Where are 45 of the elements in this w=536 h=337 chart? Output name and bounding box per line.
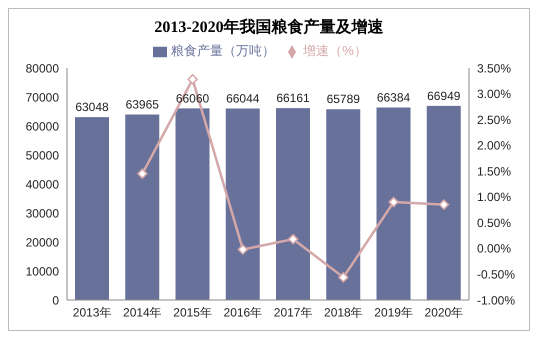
point — [137, 168, 148, 179]
point — [438, 199, 450, 210]
y-tick-label: 40000 — [26, 177, 60, 192]
y-tick-label: 70000 — [26, 90, 60, 104]
y-tick-label: 20000 — [26, 235, 60, 250]
x-tick-label: 2017年 — [274, 306, 312, 320]
data-label: 66384 — [376, 90, 411, 104]
y2-tick-label: 1.50% — [477, 164, 512, 178]
x-tick-label: 2020年 — [424, 306, 464, 320]
data-label: 66060 — [176, 91, 210, 106]
point — [187, 74, 198, 85]
data-label: 66044 — [226, 91, 260, 106]
y2-tick-label: 1.00% — [477, 190, 512, 204]
y-tick-label: 30000 — [26, 206, 60, 220]
y2-tick-label: 3.50% — [477, 61, 512, 76]
x-tick-label: 2018年 — [324, 306, 363, 320]
y2-tick-label: -1.00% — [477, 293, 516, 308]
x-tick-label: 2014年 — [123, 306, 162, 320]
x-tick-label: 2013年 — [72, 306, 112, 320]
y-tick-label: 60000 — [26, 119, 60, 134]
data-label: 63965 — [126, 98, 160, 112]
y2-tick-label: 0.00% — [477, 242, 512, 256]
point — [238, 244, 248, 255]
y-tick-label: 80000 — [26, 61, 60, 76]
y2-tick-label: -0.50% — [477, 267, 516, 282]
y2-tick-label: 0.50% — [477, 216, 512, 230]
y-tick-label: 10000 — [26, 264, 60, 278]
data-label: 66949 — [427, 88, 461, 103]
data-label: 63048 — [75, 100, 110, 114]
data-label: 66161 — [276, 91, 310, 106]
y2-tick-label: 3.00% — [477, 87, 512, 102]
x-tick-label: 2016年 — [224, 306, 262, 320]
legend-label: 增速（%） — [303, 43, 367, 58]
y2-tick-label: 2.50% — [477, 112, 512, 127]
y-tick-label: 0 — [52, 293, 60, 308]
x-tick-label: 2019年 — [374, 306, 413, 320]
y2-tick-label: 2.00% — [477, 138, 512, 153]
x-tick-label: 2015年 — [173, 306, 212, 320]
point — [288, 234, 298, 244]
legend-label: 粮食产量（万吨） — [171, 43, 276, 58]
y-tick-label: 50000 — [26, 148, 60, 162]
chart-title: 2013-2020年我国粮食产量及增速 — [153, 17, 385, 38]
point — [338, 272, 349, 283]
point — [388, 196, 399, 208]
data-label: 65789 — [326, 92, 360, 106]
